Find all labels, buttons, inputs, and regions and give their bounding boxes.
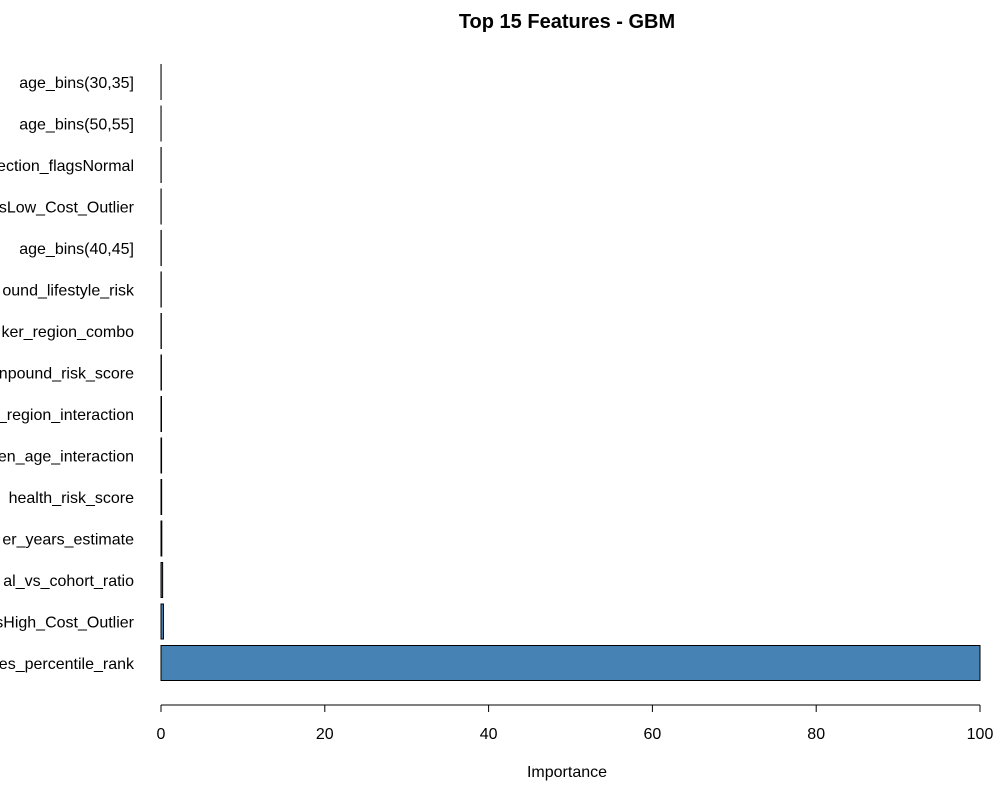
x-axis-title: Importance [527,764,607,781]
category-label: _region_interaction [0,407,134,424]
category-labels-group: age_bins(30,35] age_bins(50,55] ection_fla… [0,75,135,673]
x-axis: 0 20 40 60 80 100 [157,704,994,743]
category-label: en_age_interaction [0,449,134,466]
x-tick-label: 20 [316,726,334,743]
bars-group [160,64,981,681]
x-tick-label: 40 [480,726,498,743]
category-label: ound_lifestyle_risk [2,283,135,300]
x-tick-label: 60 [644,726,662,743]
category-label: sLow_Cost_Outlier [0,200,135,217]
bar [160,520,163,557]
x-tick-label: 0 [157,726,166,743]
x-tick-label: 80 [807,726,825,743]
bar [160,645,981,681]
category-label: ker_region_combo [1,324,134,341]
bar [160,603,164,640]
category-label: age_bins(40,45] [19,241,134,258]
category-label: age_bins(30,35] [19,75,134,92]
category-label: age_bins(50,55] [19,117,134,134]
category-label: ection_flagsNormal [0,158,134,175]
category-label: al_vs_cohort_ratio [3,573,134,590]
chart-title: Top 15 Features - GBM [459,11,675,33]
bar [160,437,163,474]
category-label: health_risk_score [9,490,135,507]
category-label: sHigh_Cost_Outlier [0,615,135,632]
category-label: npound_risk_score [0,366,134,383]
bar [160,562,164,598]
category-label: es_percentile_rank [0,656,135,673]
bar [160,479,163,515]
category-label: er_years_estimate [2,532,134,549]
x-tick-label: 100 [967,726,994,743]
